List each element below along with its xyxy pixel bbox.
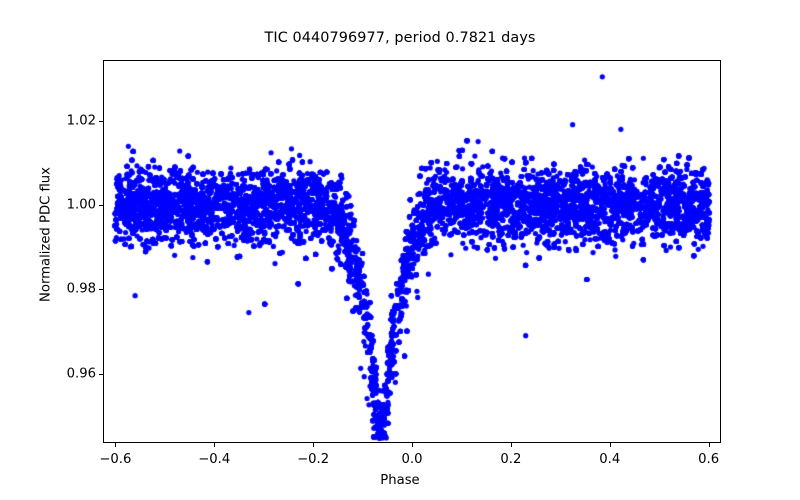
x-tick-label: −0.6 xyxy=(99,452,132,467)
x-tick-mark xyxy=(412,443,414,447)
page-title: TIC 0440796977, period 0.7821 days xyxy=(264,30,536,46)
y-tick-label: 1.00 xyxy=(66,197,96,213)
y-tick-label: 1.02 xyxy=(66,113,96,129)
y-tick-label: 0.96 xyxy=(66,366,96,382)
scatter-plot-canvas xyxy=(104,61,720,442)
y-axis-label: Normalized PDC flux xyxy=(38,167,54,302)
y-tick-mark xyxy=(99,205,103,207)
y-tick-mark xyxy=(99,121,103,123)
x-tick-label: 0.6 xyxy=(698,452,720,467)
y-tick-mark xyxy=(99,289,103,291)
x-tick-mark xyxy=(510,443,512,447)
x-tick-label: 0.2 xyxy=(500,452,522,467)
x-tick-mark xyxy=(115,443,117,447)
x-axis-label: Phase xyxy=(380,473,420,488)
y-tick-label: 0.98 xyxy=(66,281,96,297)
y-axis-tick-labels: 0.96 0.98 1.00 1.02 xyxy=(20,0,96,500)
y-tick-mark xyxy=(99,373,103,375)
x-tick-label: −0.4 xyxy=(198,452,231,467)
x-tick-label: 0.0 xyxy=(401,452,423,467)
x-tick-mark xyxy=(214,443,216,447)
x-tick-mark xyxy=(609,443,611,447)
x-tick-label: 0.4 xyxy=(599,452,621,467)
x-tick-mark xyxy=(708,443,710,447)
x-tick-label: −0.2 xyxy=(297,452,330,467)
x-tick-mark xyxy=(313,443,315,447)
